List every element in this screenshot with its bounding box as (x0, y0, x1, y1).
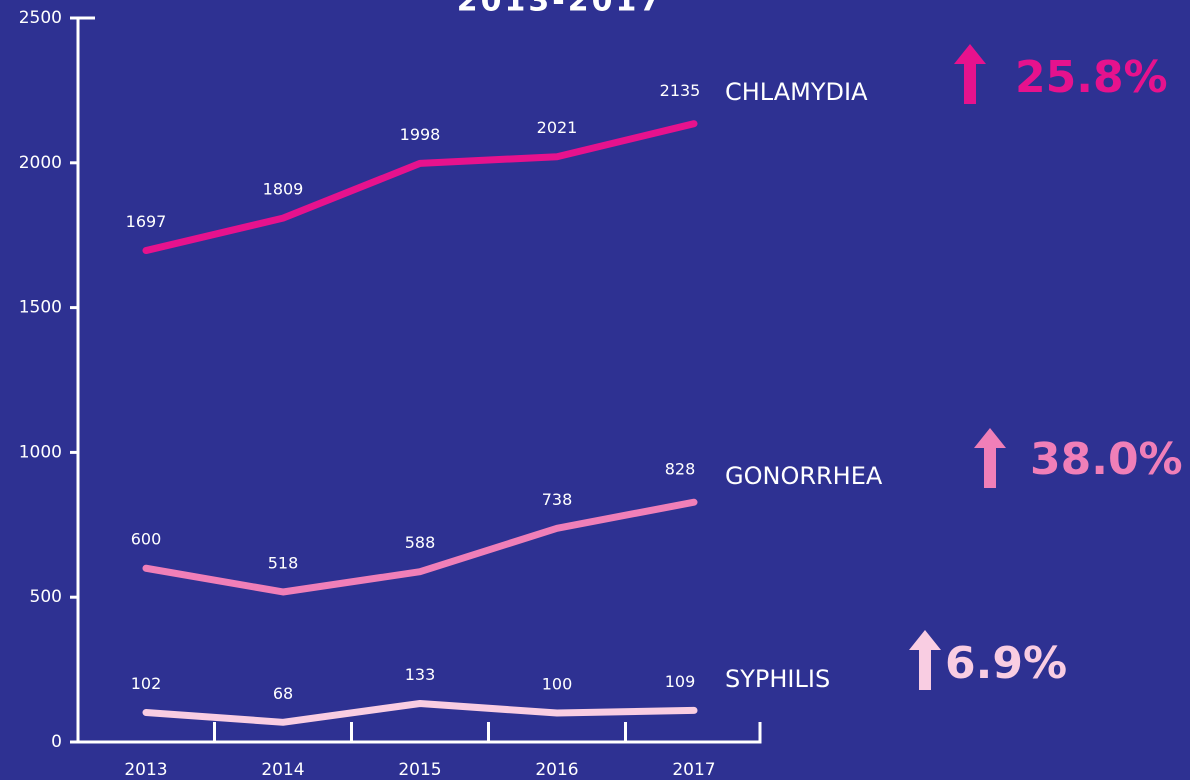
y-tick-label: 1000 (19, 442, 62, 462)
chart-title: 2013-2017 (457, 0, 663, 19)
data-label: 2135 (660, 81, 701, 100)
data-label: 738 (542, 490, 573, 509)
series-line (142, 699, 698, 726)
x-tick-label: 2016 (535, 760, 578, 780)
series-name: CHLAMYDIA (725, 78, 868, 106)
data-label: 133 (405, 665, 436, 684)
y-tick-label: 2500 (19, 8, 62, 28)
arrow-icon (954, 44, 986, 104)
change-label: 6.9% (945, 638, 1067, 689)
data-label: 1809 (263, 180, 304, 199)
arrow-icon (909, 630, 941, 690)
data-label: 600 (131, 530, 162, 549)
data-label: 102 (131, 674, 162, 693)
series-line (142, 498, 698, 596)
y-tick-label: 2000 (19, 153, 62, 173)
data-label: 68 (273, 684, 293, 703)
data-label: 1697 (126, 212, 167, 231)
series-name: GONORRHEA (725, 462, 883, 490)
arrow-icon (974, 428, 1006, 488)
data-label: 100 (542, 675, 573, 694)
data-label: 828 (665, 460, 696, 479)
data-label: 2021 (537, 118, 578, 137)
y-tick-label: 0 (51, 732, 62, 752)
change-label: 38.0% (1030, 434, 1183, 485)
y-tick-label: 500 (30, 587, 62, 607)
data-label: 1998 (400, 125, 441, 144)
change-label: 25.8% (1015, 52, 1168, 103)
x-tick-label: 2017 (672, 760, 715, 780)
data-label: 588 (405, 533, 436, 552)
data-label: 109 (665, 672, 696, 691)
x-tick-label: 2015 (398, 760, 441, 780)
x-tick-label: 2014 (261, 760, 304, 780)
data-label: 518 (268, 553, 299, 572)
series-name: SYPHILIS (725, 665, 830, 693)
x-tick-label: 2013 (124, 760, 167, 780)
y-tick-label: 1500 (19, 298, 62, 318)
series-line (142, 120, 698, 255)
